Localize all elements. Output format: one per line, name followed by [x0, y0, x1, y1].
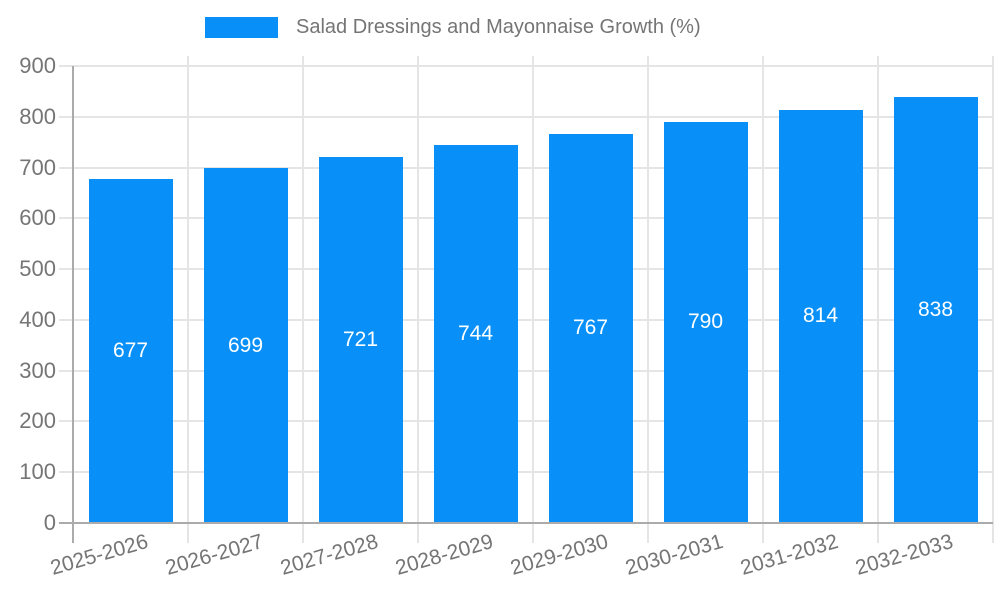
gridline-vertical [762, 56, 764, 543]
gridline-horizontal [59, 115, 993, 118]
gridline-vertical [302, 56, 304, 543]
y-axis-tick-label: 900 [19, 53, 56, 78]
x-axis-tick-label: 2030-2031 [622, 530, 726, 580]
gridline-vertical [877, 56, 879, 543]
y-axis-line [72, 66, 74, 543]
gridline-horizontal [59, 166, 993, 169]
y-axis-tick-label: 200 [19, 408, 56, 434]
y-axis-tick-label: 100 [19, 459, 56, 485]
y-axis-tick-label: 0 [43, 510, 56, 535]
bar-value-label: 744 [457, 322, 494, 346]
bar[interactable] [433, 145, 518, 523]
y-axis-tick-label: 600 [19, 205, 56, 231]
bar-value-label: 814 [802, 304, 839, 328]
legend-label: Salad Dressings and Mayonnaise Growth (%… [296, 16, 701, 38]
bar-value-label: 838 [917, 298, 954, 322]
bar-value-label: 721 [342, 327, 379, 351]
bar[interactable] [778, 109, 863, 523]
y-axis-tick-label: 400 [19, 306, 56, 332]
gridline-vertical [532, 56, 534, 543]
gridline-horizontal [59, 471, 993, 474]
bar-value-label: 699 [227, 333, 264, 357]
bar-value-label: 767 [572, 316, 609, 340]
gridline-horizontal [59, 369, 993, 372]
bar[interactable] [548, 133, 633, 523]
x-axis-tick-label: 2028-2029 [392, 530, 496, 580]
legend-swatch [205, 17, 278, 38]
x-axis-tick-label: 2031-2032 [737, 530, 841, 580]
legend-item[interactable]: Salad Dressings and Mayonnaise Growth (%… [205, 16, 701, 39]
y-axis-tick-label: 800 [19, 103, 56, 129]
bar-value-label: 677 [112, 339, 149, 363]
y-axis-tick-label: 500 [19, 256, 56, 282]
x-axis-tick-label: 2026-2027 [162, 530, 266, 580]
gridline-horizontal [59, 318, 993, 321]
bar[interactable] [663, 121, 748, 523]
bar-value-label: 790 [687, 310, 724, 334]
gridline-vertical [647, 56, 649, 543]
gridline-vertical [992, 56, 994, 543]
bar[interactable] [893, 97, 978, 523]
gridline-horizontal [59, 420, 993, 423]
x-axis-tick-label: 2027-2028 [277, 530, 381, 580]
x-axis-tick-label: 2029-2030 [507, 530, 611, 580]
bar[interactable] [318, 156, 403, 523]
x-axis-tick-label: 2032-2033 [852, 530, 956, 580]
x-axis-line [59, 522, 993, 524]
gridline-vertical [187, 56, 189, 543]
x-axis-tick-label: 2025-2026 [47, 530, 151, 580]
gridline-horizontal [59, 268, 993, 271]
gridline-horizontal [59, 217, 993, 220]
bar[interactable] [203, 168, 288, 523]
gridline-vertical [417, 56, 419, 543]
y-axis-tick-label: 300 [19, 357, 56, 383]
bar[interactable] [88, 179, 173, 523]
y-axis-tick-label: 700 [19, 154, 56, 180]
gridline-horizontal [59, 65, 993, 67]
